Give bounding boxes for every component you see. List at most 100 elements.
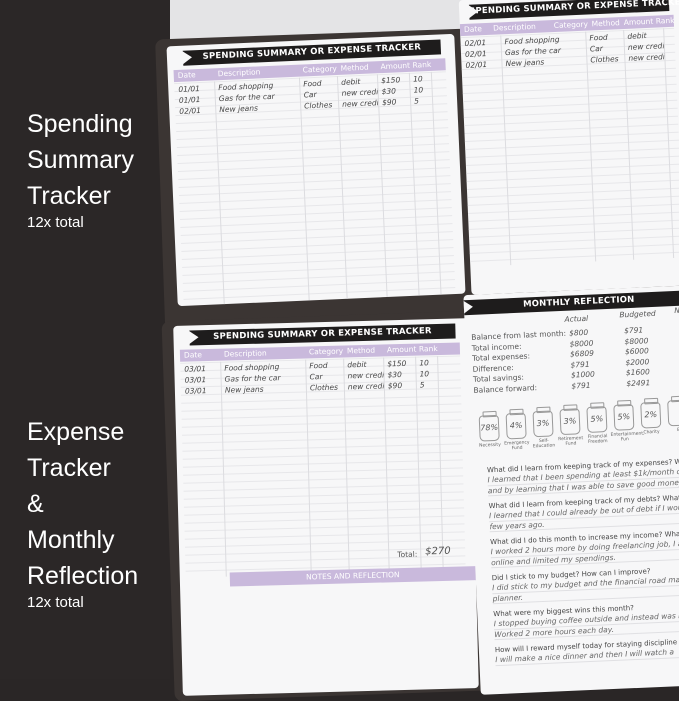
cell-date: 03/01 <box>184 386 207 396</box>
jar-4: 5% <box>586 406 608 433</box>
column-divider <box>376 74 388 305</box>
column-header-amount: Amount <box>623 16 654 27</box>
column-divider <box>623 29 635 260</box>
column-divider <box>298 77 310 307</box>
cell-amount <box>663 29 679 39</box>
reflection-question-block: How will I reward myself today for stayi… <box>495 637 679 666</box>
caption-expense-tracker: Expense Tracker & Monthly Reflection 12x… <box>27 414 138 611</box>
column-header-amount: Amount <box>380 60 411 72</box>
total-label: Total: <box>397 549 418 560</box>
column-header-rank: Rank <box>418 344 438 354</box>
jar-0: 78% <box>478 414 500 442</box>
column-header-method: Method <box>340 62 369 73</box>
column-divider <box>585 31 597 262</box>
cell-category: Clothes <box>303 100 333 111</box>
column-header-category: Category <box>308 346 344 357</box>
cell-category: Food <box>589 32 608 43</box>
column-divider <box>214 81 226 307</box>
caption-line: Monthly <box>27 526 115 554</box>
jar-6: 2% <box>640 401 662 429</box>
cell-date: 01/01 <box>178 83 201 94</box>
column-header-method: Method <box>591 18 621 29</box>
jar-label: Necessity <box>479 442 501 449</box>
cell-rank: 5 <box>419 380 425 390</box>
cell-category: Car <box>303 89 317 100</box>
jar-label: Self-Education <box>532 438 556 450</box>
reflection-questions: What did I learn from keeping track of m… <box>487 457 679 672</box>
column-header-date: Date <box>463 24 483 34</box>
column-header-category: Category <box>302 63 338 75</box>
column-header-amount: Amount <box>386 344 417 355</box>
jar-label: Entertainment, Fun <box>610 431 645 443</box>
jar-2: 3% <box>532 410 554 438</box>
cell-category: Clothes <box>309 382 339 393</box>
cell-date: 03/01 <box>184 364 207 374</box>
left-panel: Spending Summary Tracker 12x total Expen… <box>0 0 170 679</box>
caption-subtitle: 12x total <box>27 594 84 611</box>
cell-method: debit <box>347 359 367 370</box>
column-divider <box>437 356 444 571</box>
cell-method: new credit <box>627 41 665 52</box>
tracker-title: SPENDING SUMMARY OR EXPENSE TRACKER <box>189 323 456 346</box>
caption-line: Tracker <box>27 182 111 210</box>
reflection-question-block: What did I do this month to increase my … <box>490 529 679 569</box>
reflection-summary: Balance from last month: $800 $791 Total in… <box>471 323 679 396</box>
cell-method: new credit <box>347 370 384 381</box>
cell-date: 02/01 <box>465 59 488 70</box>
jar-1: 4% <box>505 412 527 440</box>
column-header-rank: Rank <box>412 59 432 70</box>
jar-3: 3% <box>559 408 581 436</box>
column-header-rank: Rank <box>655 15 675 26</box>
total-value: $270 <box>425 545 451 558</box>
actual-value: $791 <box>571 380 591 391</box>
cell-rank: 10 <box>413 85 424 95</box>
cell-rank: 10 <box>419 358 429 368</box>
cell-method: new credit <box>628 52 665 63</box>
jar-5: 5% <box>613 403 635 431</box>
cell-rank: 10 <box>419 369 430 379</box>
reflection-question-block: What did I learn from keeping track of m… <box>488 493 679 533</box>
cell-method: new credit <box>347 381 384 392</box>
jar-label: Emergency Fund <box>504 440 530 452</box>
cell-method: debit <box>341 76 361 87</box>
budgeted-value: $2491 <box>626 377 651 388</box>
cell-category: Clothes <box>590 54 619 65</box>
column-next: Ne <box>674 305 679 316</box>
top-left-page: SPENDING SUMMARY OR EXPENSE TRACKER Date D… <box>166 33 466 307</box>
column-divider <box>408 72 420 303</box>
jar-label: E <box>676 427 679 434</box>
cell-date: 03/01 <box>184 375 207 385</box>
caption-spending-summary: Spending Summary Tracker 12x total <box>27 106 134 231</box>
cell-category: Car <box>309 372 323 382</box>
savings-jars: 78% Necessity 4% Emergency Fund 3% Self-Educa… <box>478 399 679 452</box>
column-header-date: Date <box>177 70 196 80</box>
cell-rank: 5 <box>413 96 420 106</box>
cell-date: 01/01 <box>178 94 201 105</box>
column-actual: Actual <box>564 313 589 324</box>
cell-date: 02/01 <box>464 38 487 48</box>
cell-amount: $150 <box>387 358 407 369</box>
reflection-question-block: What did I learn from keeping track of m… <box>487 457 679 497</box>
reflection-page: MONTHLY REFLECTION Actual Budgeted Ne Ba… <box>463 285 679 695</box>
cell-method: new credit <box>341 98 379 109</box>
cell-date: 02/01 <box>179 105 202 116</box>
cell-method: new credit <box>341 87 378 98</box>
cell-amount: $150 <box>380 75 401 86</box>
cell-method: debit <box>627 30 647 41</box>
caption-subtitle: 12x total <box>27 214 84 231</box>
caption-line: Reflection <box>27 562 139 590</box>
column-divider <box>336 75 348 306</box>
reflection-question-block: Did I stick to my budget? How can I impr… <box>492 565 679 605</box>
column-budgeted: Budgeted <box>619 308 656 320</box>
cell-amount: $30 <box>381 86 397 97</box>
column-divider <box>663 28 675 259</box>
cell-category: Food <box>303 78 322 89</box>
reflection-question-block: What were my biggest wins this month? I s… <box>493 601 679 641</box>
cell-amount: $30 <box>387 369 403 380</box>
cell-category: Car <box>589 43 604 54</box>
bottom-left-page: SPENDING SUMMARY OR EXPENSE TRACKER Date D… <box>173 318 479 696</box>
cell-rank: 10 <box>412 74 423 84</box>
column-divider <box>430 71 442 302</box>
jar-label: Financial Freedom <box>587 434 608 445</box>
cell-category: Food <box>309 360 328 371</box>
